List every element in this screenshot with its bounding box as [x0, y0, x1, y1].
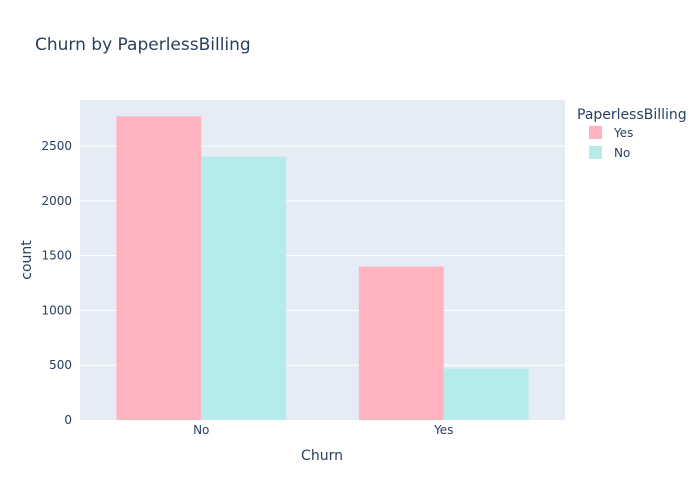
y-tick-label: 2500 [41, 139, 72, 153]
x-tick-label: No [193, 423, 209, 437]
legend: PaperlessBilling Yes No [577, 107, 687, 160]
y-axis-ticks: 0 500 1000 1500 2000 2500 [41, 139, 72, 427]
x-axis-title: Churn [301, 448, 343, 464]
y-tick-label: 1500 [41, 249, 72, 263]
legend-swatch-no [589, 146, 602, 159]
legend-label-yes: Yes [613, 126, 633, 140]
x-tick-label: Yes [433, 423, 453, 437]
bar-yes-yes [358, 266, 444, 420]
bars [116, 116, 529, 420]
y-tick-label: 500 [49, 358, 72, 372]
y-tick-label: 1000 [41, 303, 72, 317]
y-axis-title: count [19, 240, 35, 280]
bar-yes-no [443, 368, 529, 420]
chart-title: Churn by PaperlessBilling [35, 35, 251, 55]
legend-swatch-yes [589, 126, 602, 139]
y-tick-label: 0 [64, 413, 72, 427]
bar-no-yes [116, 116, 202, 420]
x-axis-ticks: No Yes [193, 423, 453, 437]
y-tick-label: 2000 [41, 194, 72, 208]
bar-no-no [201, 156, 287, 420]
legend-title: PaperlessBilling [577, 107, 687, 123]
legend-label-no: No [614, 146, 630, 160]
